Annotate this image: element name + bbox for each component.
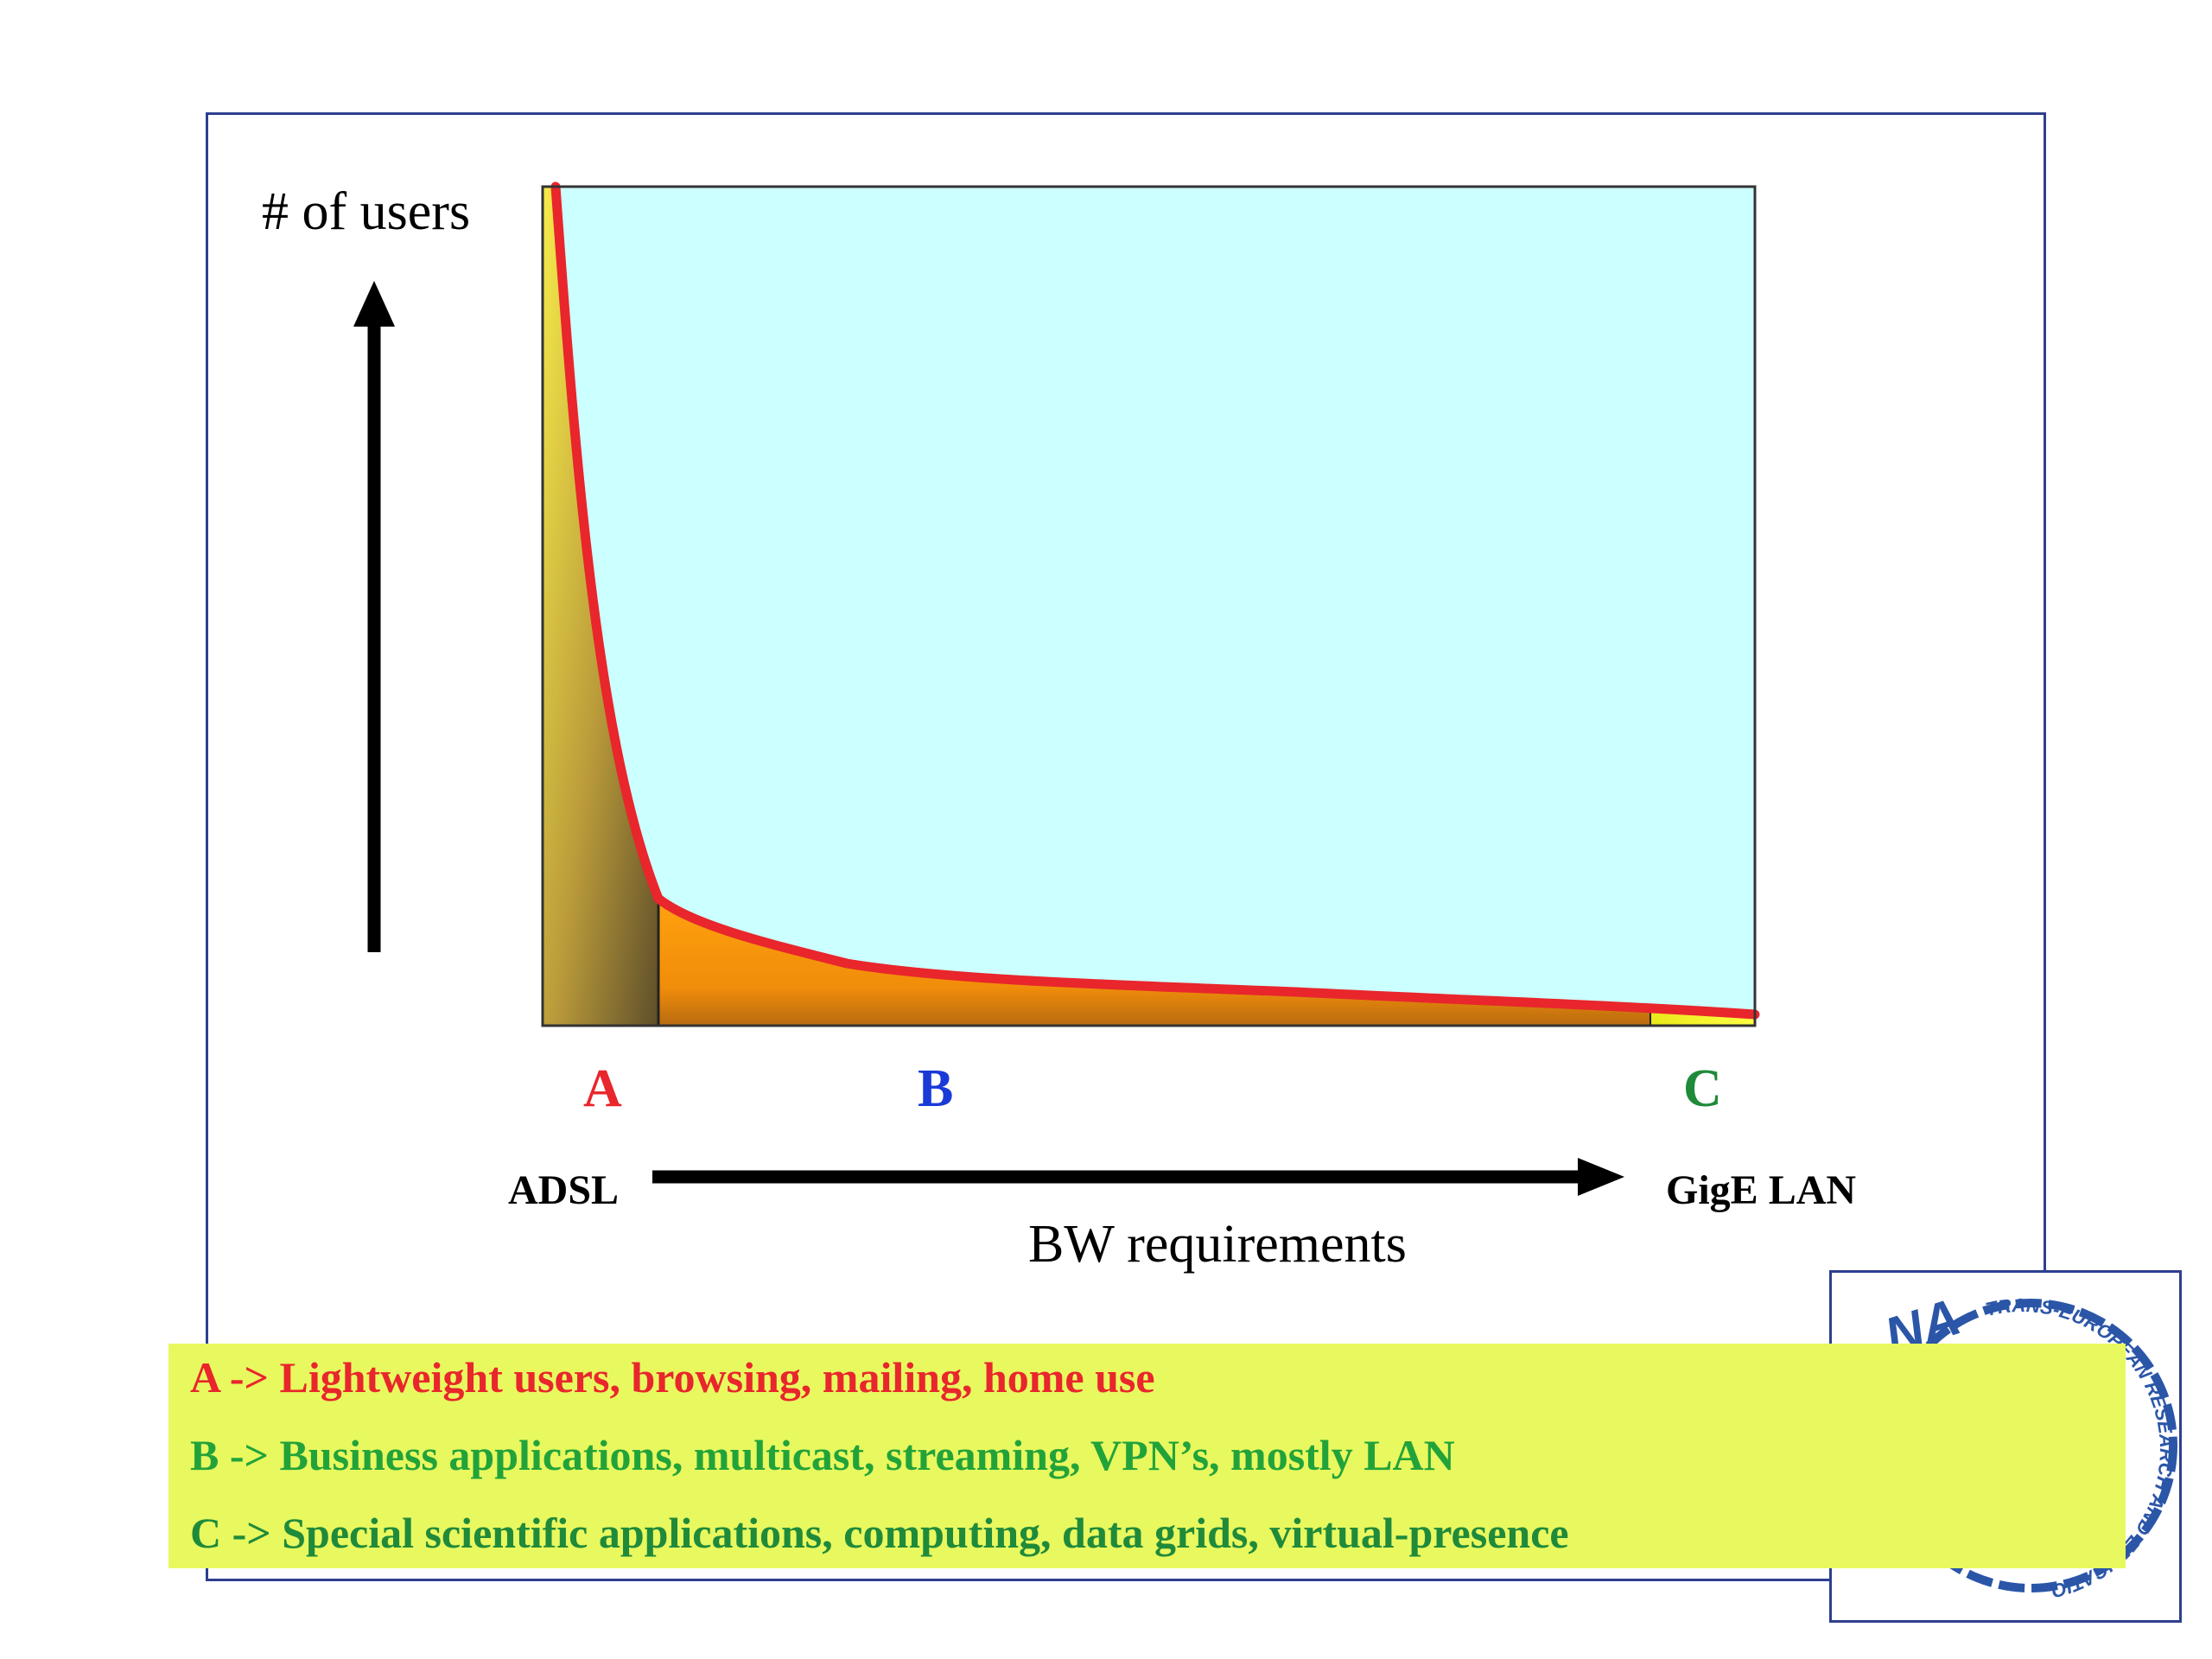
y-axis-arrow-head — [353, 281, 395, 327]
legend-line-a: A -> Lightweight users, browsing, mailin… — [190, 1353, 1155, 1402]
region-label-c: C — [1683, 1059, 1722, 1118]
x-axis-start-label: ADSL — [508, 1167, 620, 1213]
x-axis-label: BW requirements — [1028, 1215, 1407, 1274]
region-label-b: B — [918, 1059, 954, 1118]
legend-box: A -> Lightweight users, browsing, mailin… — [168, 1344, 2126, 1568]
legend-line-c: C -> Special scientific applications, co… — [190, 1509, 1569, 1557]
plot-border — [541, 185, 1757, 1027]
x-axis-end-label: GigE LAN — [1666, 1167, 1857, 1213]
distribution-curve — [550, 181, 1760, 1020]
region-b-area — [658, 899, 1650, 1026]
x-axis-arrow-head — [1578, 1158, 1624, 1196]
legend-line-b: B -> Business applications, multicast, s… — [190, 1431, 1455, 1479]
y-axis-label: # of users — [262, 182, 471, 241]
region-label-a: A — [583, 1059, 622, 1118]
plot-background — [541, 185, 1757, 1027]
slide-frame — [206, 112, 2046, 1581]
